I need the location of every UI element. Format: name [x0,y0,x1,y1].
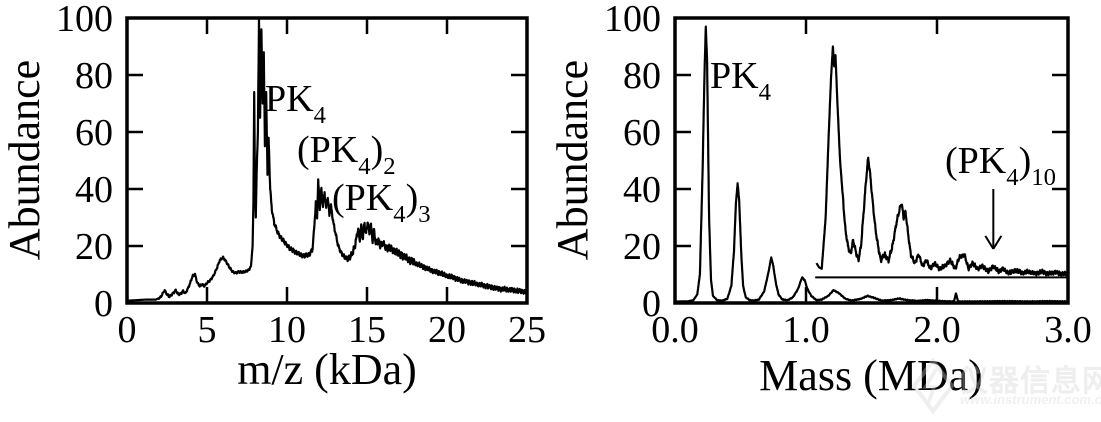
right-trace-1 [815,45,1070,277]
annotation-arrowhead [992,235,1003,250]
annotation-pk4-dimer: (PK4)2 [297,129,396,180]
annotation-pk4-left: PK4 [265,78,326,129]
annotation-arrowhead [984,235,995,250]
watermark-text: 仪器信息网 [958,365,1101,398]
left-y-axis-title: Abundance [0,59,49,261]
y-tick-label: 80 [75,55,113,97]
right-plot-frame [673,16,1070,305]
right-x-axis-title: Mass (MDa) [759,351,983,400]
y-tick-label: 0 [642,283,661,325]
y-tick-label: 100 [604,0,661,40]
x-tick-label: 2.0 [913,309,961,351]
y-tick-label: 0 [94,283,113,325]
left-trace-0 [126,16,528,302]
y-tick-label: 20 [75,226,113,268]
annotation-pk4-trimer: (PK4)3 [332,177,431,228]
x-tick-label: 3.0 [1044,309,1092,351]
y-tick-label: 40 [75,169,113,211]
y-tick-label: 100 [56,0,113,40]
x-tick-label: 0.0 [651,309,699,351]
x-tick-label: 5 [198,309,217,351]
x-tick-label: 15 [348,309,386,351]
annotation-pk4-decamer: (PK4)10 [945,140,1056,191]
x-tick-label: 25 [508,309,546,351]
y-tick-label: 60 [623,112,661,154]
watermark: 仪器信息网 www.instrument.com.cn [912,350,1101,422]
watermark-logo-icon [912,358,954,415]
y-tick-label: 40 [623,169,661,211]
x-tick-label: 0 [118,309,137,351]
watermark-url: www.instrument.com.cn [960,392,1101,407]
annotation-pk4-right: PK4 [710,55,771,106]
x-tick-label: 20 [428,309,466,351]
y-tick-label: 20 [623,226,661,268]
left-plot-frame [125,16,529,305]
x-tick-label: 10 [268,309,306,351]
right-y-axis-title: Abundance [548,59,597,261]
left-x-axis-title: m/z (kDa) [237,345,417,394]
y-tick-label: 80 [623,55,661,97]
x-tick-label: 1.0 [782,309,830,351]
y-tick-label: 60 [75,112,113,154]
